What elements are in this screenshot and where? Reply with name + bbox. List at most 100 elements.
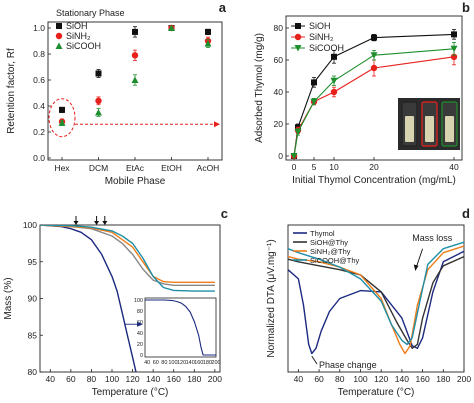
- panel-a-sicooh-point: [131, 76, 139, 83]
- panel-a-legend-label-sinh: SiNH₂: [66, 31, 91, 41]
- panel-a-legend-label-sioh: SiOH: [66, 21, 88, 31]
- panel-a-ytick-label: 0.4: [33, 101, 45, 111]
- panel-d-xtick-label: 100: [353, 374, 367, 384]
- panel-d-xtick-label: 160: [415, 374, 429, 384]
- panel-a-sicooh-point: [168, 24, 175, 31]
- panel-a-sioh-point: [95, 70, 102, 77]
- panel-d-xtick-label: 180: [436, 374, 450, 384]
- panel-a-ytick-label: 0.8: [33, 49, 45, 59]
- panel-b-xtick-label: 10: [329, 162, 339, 172]
- panel-d-sioh-thy-line: [287, 255, 465, 349]
- panel-b-legend-marker-sicooh: [294, 45, 302, 52]
- panel-c-letter: c: [221, 206, 228, 221]
- panel-b-sicooh-point: [370, 52, 378, 59]
- panel-b-xtick-label: 0: [292, 162, 297, 172]
- panel-d-legend-label-sinh-thy: SiNH₂@Thy: [310, 247, 351, 256]
- panel-c-ytick-label: 100: [23, 220, 37, 230]
- panel-a-legend-title: Stationary Phase: [56, 8, 125, 18]
- panel-c-inset-xtick-label: 60: [153, 360, 159, 366]
- panel-c-xtick-label: 200: [208, 374, 222, 384]
- panel-c-inset-frame: [144, 297, 217, 358]
- panel-a-sicooh-point: [204, 40, 212, 47]
- panel-a-ylabel: Retention factor, Rf: [6, 48, 17, 134]
- panel-a-xtick-label: EtAc: [126, 163, 145, 173]
- panel-b-sinh-point: [330, 88, 338, 96]
- panel-c-inset-ytick-label: 40: [137, 331, 143, 337]
- panel-a-legend-marker-sioh: [56, 23, 62, 29]
- panel-b-sioh-point: [451, 31, 457, 38]
- panel-d-xlabel: Temperature (°C): [338, 387, 415, 398]
- panel-a-xlabel: Mobile Phase: [105, 176, 166, 187]
- panel-c-xtick-label: 100: [105, 374, 119, 384]
- panel-b-legend-marker-sinh: [294, 33, 302, 41]
- panel-d: 40 60 80 100 120 140 160 180 200 Temperature (°C)…: [266, 206, 471, 398]
- panel-a: Hex DCM EtAc EtOH AcOH 0.0 0.2 0.4 0.6 0.8 1.0 Mobi…: [6, 0, 227, 187]
- panel-b-sicooh-point: [290, 153, 298, 160]
- panel-c-inset-xtick-label: 180: [203, 360, 212, 366]
- panel-c-xtick-label: 60: [66, 374, 76, 384]
- panel-d-annotation-mass-loss: Mass loss: [412, 233, 453, 243]
- panel-d-frame: [287, 224, 465, 373]
- panel-b-legend-marker-sioh: [295, 23, 301, 29]
- panel-b-xlabel: Initial Thymol Concentration (mg/mL): [292, 175, 456, 186]
- panel-b-sicooh-point: [310, 98, 318, 106]
- panel-c-arrow-marker-head: [102, 221, 108, 225]
- panel-a-sioh-point: [205, 28, 211, 35]
- panel-c-xtick-label: 180: [187, 374, 201, 384]
- panel-a-ytick-label: 0.6: [33, 75, 45, 85]
- panel-d-legend-label-sicooh-thy: SiCOOH@Thy: [310, 256, 360, 265]
- panel-d-ylabel: Normalized DTA (μV.mg⁻¹): [266, 239, 277, 357]
- panel-d-xtick-label: 200: [457, 374, 471, 384]
- panel-c-ytick-label: 80: [28, 367, 38, 377]
- panel-d-annotation-phase-change: Phase change: [319, 360, 377, 370]
- panel-c-inset-xtick-label: 160: [194, 360, 203, 366]
- panel-c-ytick-label: 95: [28, 257, 38, 267]
- panel-b-sicooh-point: [330, 77, 338, 85]
- panel-a-ytick-label: 0.0: [33, 153, 45, 163]
- panel-c-inset-xtick-label: 120: [177, 360, 186, 366]
- panel-b-ytick-label: 40: [274, 87, 284, 97]
- panel-c-inset-xtick-label: 140: [186, 360, 195, 366]
- panel-b-sicooh-point: [450, 45, 458, 53]
- panel-a-highlight-ellipse: [48, 98, 76, 138]
- panel-b-ytick-label: 20: [274, 119, 284, 129]
- panel-b-ytick-label: 60: [274, 55, 284, 65]
- panel-c-xlabel: Temperature (°C): [92, 387, 169, 398]
- panel-a-ytick-label: 0.2: [33, 127, 45, 137]
- panel-a-legend-label-sicooh: SiCOOH: [66, 41, 101, 51]
- panel-b-legend-label-sicooh: SiCOOH: [309, 43, 344, 53]
- panel-d-xtick-label: 80: [335, 374, 345, 384]
- panel-b-xtick-label: 5: [312, 162, 317, 172]
- panel-b-vial-liquid: [445, 116, 454, 142]
- panel-d-xtick-label: 60: [314, 374, 324, 384]
- panel-b-sioh-point: [311, 79, 317, 86]
- panel-c-xtick-label: 160: [167, 374, 181, 384]
- panel-a-sicooh-point: [95, 109, 102, 116]
- panel-a-legend-marker-sicooh: [55, 42, 63, 49]
- panel-c-inset-xtick-label: 200: [211, 360, 220, 366]
- panel-d-legend-label-thymol: Thymol: [310, 229, 335, 238]
- panel-a-ytick-label: 1.0: [33, 23, 45, 33]
- panel-a-sioh-point: [132, 28, 138, 35]
- panel-d-mass-loss-arrow: [415, 248, 424, 268]
- panel-a-xtick-label: Hex: [54, 163, 70, 173]
- panel-b: 0 5 10 20 40 0 20 40 60 80 Initial Thymol Concentr…: [254, 0, 470, 186]
- panel-c-xtick-label: 120: [125, 374, 139, 384]
- panel-b-ytick-label: 80: [274, 23, 284, 33]
- panel-b-sioh-point: [331, 53, 337, 60]
- panel-d-xtick-label: 120: [374, 374, 388, 384]
- panel-d-thymol-line: [287, 250, 465, 355]
- panel-d-xtick-label: 140: [395, 374, 409, 384]
- panel-a-xtick-label: EtOH: [161, 163, 182, 173]
- panel-b-legend-label-sinh: SiNH₂: [309, 32, 334, 42]
- panel-c-inset-xtick-label: 100: [168, 360, 177, 366]
- panel-b-letter: b: [462, 0, 470, 15]
- panel-c-arrow-marker-head: [94, 221, 100, 225]
- panel-b-sinh-point: [370, 64, 378, 72]
- panel-b-ytick-label: 0: [278, 151, 283, 161]
- panel-d-sicooh-thy-line: [287, 241, 465, 346]
- panel-c: 40 60 80 100 120 140 160 180 20080859095100Tempe…: [3, 206, 228, 398]
- panel-a-highlight-arrowhead: [214, 121, 220, 128]
- panel-c-inset-arrowhead: [137, 321, 143, 327]
